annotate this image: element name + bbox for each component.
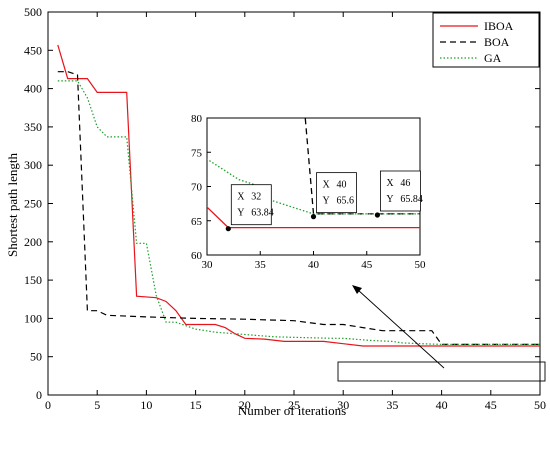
y-tick-label: 500 [24, 5, 42, 19]
x-tick-label: 30 [337, 398, 349, 412]
x-tick-label: 25 [288, 398, 300, 412]
x-tick-label: 15 [190, 398, 202, 412]
y-tick-label: 50 [30, 350, 42, 364]
y-tick-label: 350 [24, 120, 42, 134]
x-tick-label: 10 [140, 398, 152, 412]
y-tick-label: 100 [24, 311, 42, 325]
inset-y-tick-label: 65 [191, 216, 203, 228]
datatip-marker [374, 212, 380, 218]
datatip-x-value: 40 [337, 180, 347, 191]
x-tick-label: 0 [45, 398, 51, 412]
y-tick-label: 250 [24, 197, 42, 211]
y-tick-label: 150 [24, 273, 42, 287]
inset-series-line-iboa [207, 206, 420, 229]
x-tick-label: 5 [94, 398, 100, 412]
inset-ticks: 30 35 40 45 50 60 65 70 75 80 [191, 113, 426, 271]
inset-y-tick-label: 80 [191, 113, 203, 125]
x-tick-label: 20 [239, 398, 251, 412]
inset-y-tick-label: 60 [191, 250, 203, 262]
main-ticks: 0 5 10 15 20 25 30 35 40 45 5005010015020025030035… [24, 5, 546, 412]
inset-x-tick-label: 35 [255, 259, 267, 271]
y-tick-label: 0 [36, 388, 42, 402]
datatip-x-label: X [237, 192, 245, 203]
datatip-x-label: X [323, 180, 331, 191]
x-tick-label: 40 [436, 398, 448, 412]
datatip-x-value: 32 [251, 192, 261, 203]
datatip-y-label: Y [323, 196, 330, 207]
datatip-x-value: 46 [400, 178, 410, 189]
datatip-marker [225, 226, 231, 232]
legend-label-ga: GA [484, 51, 502, 65]
zoom-arrowhead [352, 285, 362, 294]
datatip-y-label: Y [237, 208, 244, 219]
datatip-y-value: 63.84 [251, 208, 273, 219]
inset-x-tick-label: 50 [415, 259, 427, 271]
series-line-iboa [57, 44, 540, 347]
x-tick-label: 45 [485, 398, 497, 412]
inset-x-tick-label: 30 [202, 259, 214, 271]
datatip-box [230, 184, 272, 226]
legend: IBOA BOA GA [432, 12, 540, 68]
datatip-box [379, 170, 421, 212]
datatip-marker [310, 214, 317, 220]
y-tick-label: 450 [24, 43, 42, 57]
y-axis-label: Shortest path length [5, 153, 20, 257]
main-series [57, 44, 540, 347]
datatip-y-label: Y [386, 194, 393, 205]
y-tick-label: 200 [24, 235, 42, 249]
zoom-arrow [357, 289, 445, 369]
legend-label-boa: BOA [484, 35, 510, 49]
zoom-region-box [337, 361, 546, 382]
datatip-x-label: X [386, 178, 394, 189]
inset-x-tick-label: 40 [308, 259, 320, 271]
inset-y-tick-label: 75 [191, 147, 203, 159]
datatip-y-value: 65.84 [400, 194, 423, 205]
x-tick-label: 35 [386, 398, 398, 412]
legend-label-iboa: IBOA [484, 19, 514, 33]
inset-x-tick-label: 45 [361, 259, 373, 271]
datatip-box [316, 172, 357, 214]
series-line-ga [57, 80, 540, 345]
datatip-y-value: 65.6 [337, 196, 355, 207]
y-tick-label: 300 [24, 158, 42, 172]
x-tick-label: 50 [534, 398, 546, 412]
y-tick-label: 400 [24, 82, 42, 96]
inset-callouts: X 32 Y 63.84 X 40 Y 65.6 X 46 Y 65.84 [225, 170, 423, 232]
x-axis-label: Number of iterations [238, 403, 346, 418]
inset-y-tick-label: 70 [191, 182, 203, 194]
